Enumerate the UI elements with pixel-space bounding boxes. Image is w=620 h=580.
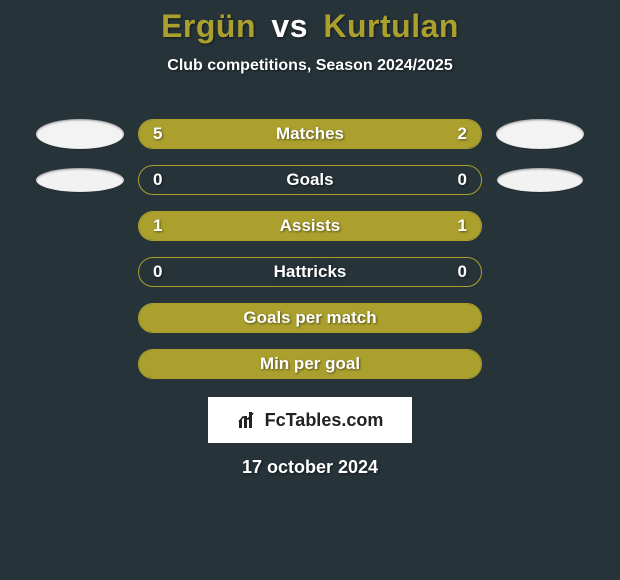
page-title: Ergün vs Kurtulan — [0, 8, 620, 45]
player2-name: Kurtulan — [323, 8, 459, 44]
photo-slot-left — [36, 168, 124, 192]
stat-bar: Goals per match — [138, 303, 482, 333]
stat-bar: 52Matches — [138, 119, 482, 149]
bar-fill-left — [139, 350, 481, 378]
stat-bar: 0 0Hattricks — [138, 257, 482, 287]
photo-slot-right — [496, 119, 584, 149]
player2-photo — [497, 168, 583, 192]
chart-icon — [237, 410, 259, 430]
stat-value-left: 5 — [153, 120, 162, 148]
branding-badge: FcTables.com — [208, 397, 412, 443]
stat-value-left: 1 — [153, 212, 162, 240]
photo-slot-right — [496, 168, 584, 192]
stat-row: Min per goal — [0, 341, 620, 387]
player1-photo — [36, 119, 124, 149]
player2-photo — [496, 119, 584, 149]
comparison-card: Ergün vs Kurtulan Club competitions, Sea… — [0, 0, 620, 580]
date-line: 17 october 2024 — [0, 457, 620, 478]
stat-bar: Min per goal — [138, 349, 482, 379]
stat-value-right: 0 — [458, 166, 467, 194]
stat-row: 0 0Goals — [0, 157, 620, 203]
stat-value-right: 2 — [458, 120, 467, 148]
vs-label: vs — [271, 8, 308, 44]
player1-photo — [36, 168, 124, 192]
stats-rows: 52Matches00Goals11Assists00HattricksGoal… — [0, 111, 620, 387]
photo-slot-left — [36, 119, 124, 149]
stat-row: 11Assists — [0, 203, 620, 249]
player1-name: Ergün — [161, 8, 256, 44]
stat-row: 52Matches — [0, 111, 620, 157]
branding-text: FcTables.com — [265, 410, 384, 431]
subtitle: Club competitions, Season 2024/2025 — [0, 57, 620, 75]
stat-row: 0 0Hattricks — [0, 249, 620, 295]
stat-row: Goals per match — [0, 295, 620, 341]
stat-label: Goals — [139, 166, 481, 194]
bar-fill-left — [139, 212, 310, 240]
stat-value-left: 0 — [153, 258, 162, 286]
stat-value-left: 0 — [153, 166, 162, 194]
stat-value-right: 0 — [458, 258, 467, 286]
bar-fill-left — [139, 304, 481, 332]
stat-bar: 0 0Goals — [138, 165, 482, 195]
stat-value-right: 1 — [458, 212, 467, 240]
bar-fill-left — [139, 120, 383, 148]
stat-label: Hattricks — [139, 258, 481, 286]
bar-fill-right — [310, 212, 481, 240]
stat-bar: 11Assists — [138, 211, 482, 241]
